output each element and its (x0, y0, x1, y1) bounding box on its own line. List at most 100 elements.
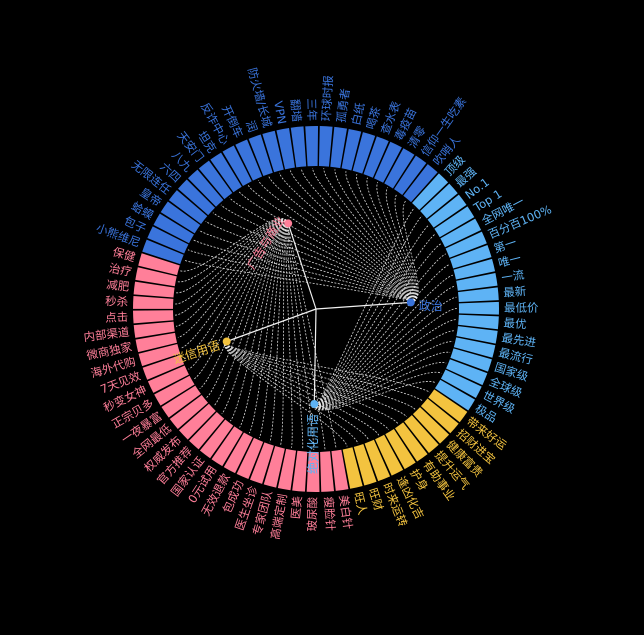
category-label-politics: 政治 (419, 299, 443, 313)
bar-superstition (412, 407, 450, 444)
bar-politics (168, 190, 208, 224)
bar-politics (305, 125, 319, 167)
link-leaf (224, 341, 424, 402)
leaf-label: 点击 (105, 310, 129, 325)
bar-ad_commerce (306, 451, 320, 493)
link-leaf (286, 221, 315, 451)
bar-ad_commerce (223, 432, 253, 474)
link-leaf (187, 249, 413, 303)
link-leaf (230, 220, 289, 422)
bar-ad_commerce (320, 451, 335, 492)
link-leaf (313, 243, 442, 407)
bar-ad_commerce (138, 344, 181, 367)
leaf-label: 最低价 (504, 301, 539, 315)
link-leaf (224, 341, 380, 436)
bar-superstition (395, 422, 428, 462)
bar-ad_commerce (135, 332, 178, 353)
bar-ad_commerce (263, 446, 285, 488)
link-leaf (224, 341, 430, 393)
link-leaf (239, 220, 289, 428)
bar-ad_commerce (133, 296, 174, 309)
leaf-label: 白纸 (349, 101, 368, 127)
bar-ring (133, 125, 499, 493)
link-leaf (224, 341, 416, 410)
link-leaf (224, 341, 389, 431)
link-root-absolute (313, 308, 317, 405)
link-leaf (205, 220, 414, 303)
leaf-label: 最优 (503, 316, 527, 332)
bar-politics (341, 128, 362, 171)
bar-superstition (353, 443, 377, 486)
bar-politics (290, 126, 307, 168)
link-leaf (313, 253, 446, 407)
bar-ad_commerce (236, 437, 264, 480)
bar-absolute (434, 206, 475, 238)
link-leaf (313, 274, 454, 407)
bar-ad_commerce (133, 310, 174, 324)
link-leaf (313, 296, 457, 408)
bar-superstition (420, 398, 459, 434)
link-leaf (356, 173, 416, 303)
link-leaf (183, 259, 413, 303)
leaf-label: VPN (271, 100, 289, 126)
category-label-superstition: 迷信用语 (172, 338, 222, 366)
leaf-label: 孤勇者 (334, 88, 353, 124)
link-leaf (313, 319, 457, 408)
bar-absolute (453, 258, 496, 280)
bar-politics (222, 145, 252, 187)
bar-ad_commerce (211, 426, 243, 467)
link-leaf (213, 220, 289, 407)
link-root-ad_commerce (287, 223, 317, 310)
bar-politics (363, 136, 389, 178)
bar-absolute (420, 183, 458, 219)
bar-politics (318, 126, 333, 167)
link-leaf (286, 221, 304, 450)
leaf-label: 保健 (111, 245, 137, 265)
bar-ad_commerce (142, 354, 185, 380)
link-leaf (248, 220, 289, 434)
leaf-label: 润 (243, 119, 260, 135)
bar-ad_commerce (154, 375, 195, 406)
link-leaf (394, 193, 418, 303)
bar-politics (147, 226, 189, 254)
bar-politics (248, 134, 273, 177)
link-leaf (177, 220, 289, 338)
bar-politics (352, 132, 376, 174)
link-leaf (279, 172, 414, 303)
leaf-label: 减肥 (106, 277, 131, 294)
bar-ad_commerce (161, 385, 201, 418)
bar-absolute (440, 218, 482, 248)
link-leaf (247, 185, 414, 303)
bar-politics (262, 130, 284, 173)
link-leaf (220, 204, 414, 303)
link-leaf (258, 220, 289, 439)
bar-politics (235, 139, 263, 181)
bar-absolute (449, 245, 492, 269)
leaf-label: 最先进 (501, 331, 538, 350)
link-leaf (323, 168, 415, 303)
bar-ad_commerce (138, 253, 180, 276)
bar-politics (153, 213, 194, 244)
bar-superstition (342, 447, 363, 489)
bar-absolute (453, 337, 496, 358)
bar-ad_commerce (189, 411, 225, 450)
link-leaf (313, 381, 437, 411)
link-leaf (268, 176, 414, 303)
bar-politics (330, 126, 347, 169)
link-leaf (224, 341, 408, 418)
bar-politics (178, 179, 215, 216)
bar-politics (210, 152, 242, 193)
link-leaf (212, 212, 414, 303)
link-leaf (180, 220, 289, 349)
bar-absolute (412, 173, 449, 211)
link-leaf (224, 341, 399, 424)
bar-absolute (427, 194, 467, 228)
bar-absolute (458, 314, 499, 330)
link-leaf (175, 219, 289, 294)
link-leaf (301, 168, 414, 303)
link-leaf (313, 215, 423, 407)
link-leaf (334, 169, 415, 303)
bar-politics (403, 164, 438, 203)
link-leaf (280, 221, 289, 446)
